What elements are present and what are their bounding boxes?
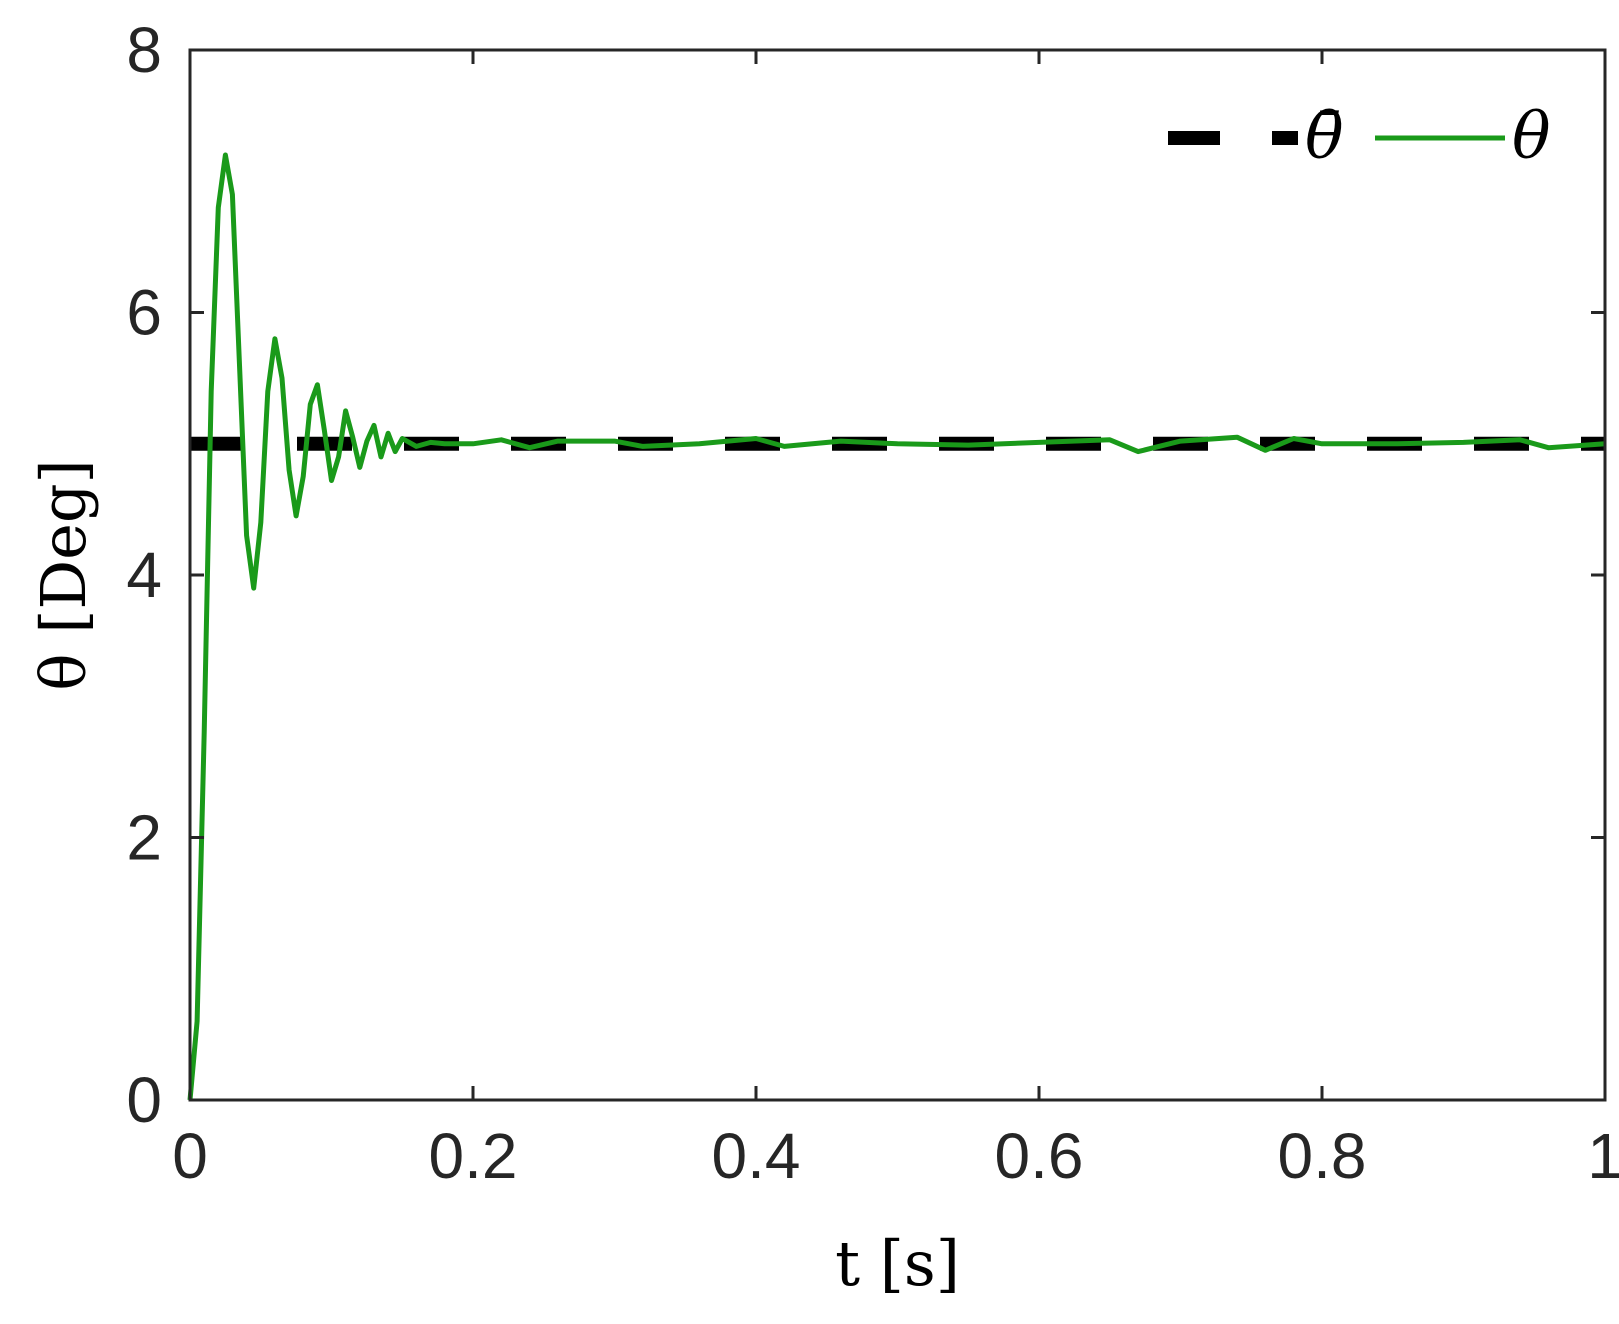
series-response-line (187, 152, 1606, 1101)
legend: θ̄ θ (1168, 100, 1551, 174)
y-tick-label: 0 (126, 1064, 162, 1136)
series-layer (187, 152, 1606, 1101)
x-axis-label: t [s] (835, 1227, 960, 1300)
y-tick-label: 4 (126, 539, 162, 611)
x-tick-label: 0 (172, 1120, 208, 1192)
x-tick-label: 0.8 (1278, 1120, 1367, 1192)
y-tick-label: 2 (126, 802, 162, 874)
x-tick-label: 0.6 (995, 1120, 1084, 1192)
y-tick-label: 6 (126, 277, 162, 349)
legend-label-reference: θ̄ (1305, 100, 1344, 174)
x-tick-label: 0.2 (429, 1120, 518, 1192)
ticks-layer: 0 0.2 0.4 0.6 0.8 1 0 2 4 6 8 (126, 14, 1619, 1192)
legend-label-response: θ (1512, 100, 1551, 174)
y-tick-label: 8 (126, 14, 162, 86)
x-tick-label: 0.4 (712, 1120, 801, 1192)
axes-box (188, 48, 1607, 1102)
y-axis-label: θ [Deg] (27, 459, 100, 691)
x-tick-label: 1 (1587, 1120, 1619, 1192)
